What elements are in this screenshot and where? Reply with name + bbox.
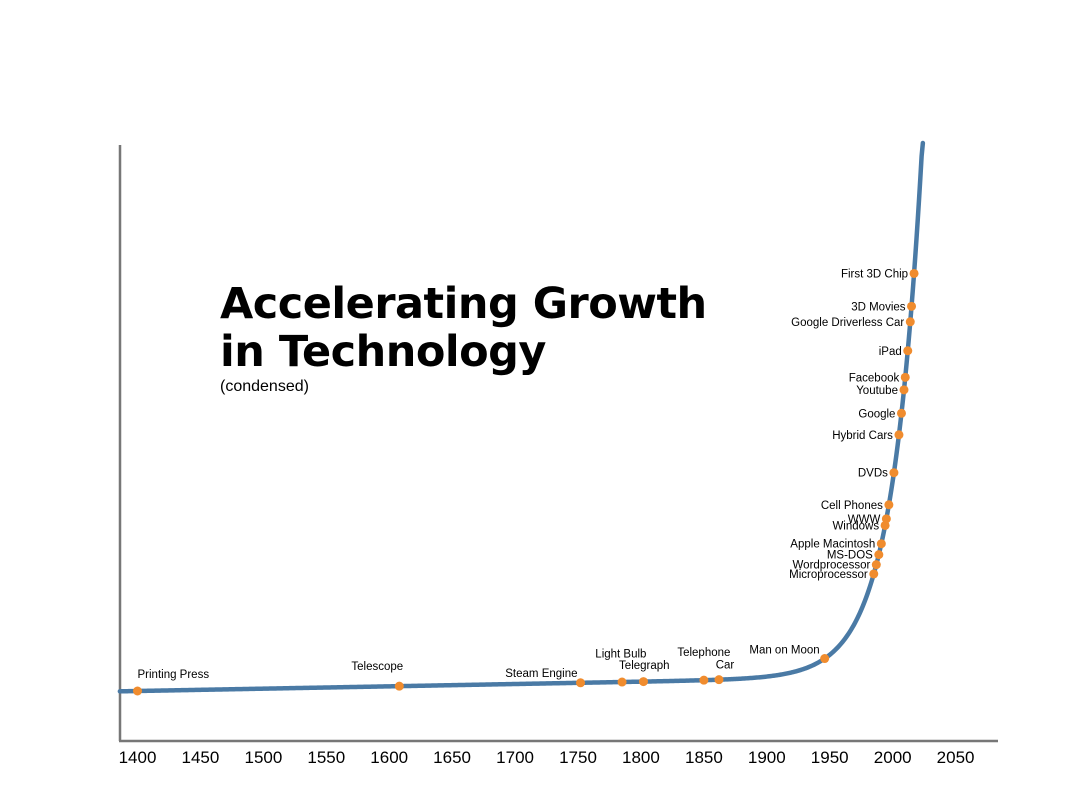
event-point-steam-engine: [576, 678, 586, 688]
event-label-www: WWW: [848, 514, 881, 526]
event-point-light-bulb: [638, 677, 648, 687]
event-point-youtube: [899, 385, 909, 395]
event-point-man-on-moon: [820, 654, 830, 664]
event-label-man-on-moon: Man on Moon: [749, 645, 819, 657]
event-label-steam-engine: Steam Engine: [505, 668, 577, 680]
event-label-cell-phones: Cell Phones: [821, 500, 883, 512]
growth-curve: [117, 140, 926, 694]
event-label-google: Google: [858, 408, 895, 420]
event-label-telescope: Telescope: [351, 661, 403, 673]
event-labels: Printing Press Telescope Steam Engine Teleg…: [138, 268, 909, 681]
x-tick-label-1650: 1650: [433, 748, 471, 767]
event-label-3d-movies: 3D Movies: [851, 301, 906, 313]
event-point-google-driverless-car: [905, 317, 915, 327]
event-point-car: [714, 675, 724, 685]
event-label-google-driverless-car: Google Driverless Car: [791, 317, 904, 329]
event-point-hybrid-cars: [894, 430, 904, 440]
x-tick-label-1850: 1850: [685, 748, 723, 767]
event-point-www: [881, 514, 891, 524]
chart-title-line-2: in Technology: [220, 327, 546, 377]
event-point-ipad: [903, 346, 913, 356]
event-point-telephone: [699, 675, 709, 685]
chart-subtitle: (condensed): [220, 378, 309, 395]
event-points: [133, 268, 919, 696]
event-label-dvds: DVDs: [858, 468, 888, 480]
x-tick-label-2000: 2000: [874, 748, 912, 767]
event-label-printing-press: Printing Press: [138, 669, 210, 681]
event-point-3d-movies: [907, 301, 917, 311]
event-label-microprocessor: Microprocessor: [789, 569, 868, 581]
chart-title-line-1: Accelerating Growth: [220, 279, 707, 329]
x-tick-label-1400: 1400: [119, 748, 157, 767]
event-label-windows: Windows: [832, 520, 879, 532]
event-point-first-3d-chip: [909, 268, 919, 278]
event-label-hybrid-cars: Hybrid Cars: [832, 430, 893, 442]
event-point-google: [896, 408, 906, 418]
event-label-telegraph: Telegraph: [619, 660, 670, 672]
event-point-wordprocessor: [871, 560, 881, 570]
event-point-dvds: [889, 468, 899, 478]
event-label-first-3d-chip: First 3D Chip: [841, 268, 908, 280]
x-tick-label-1800: 1800: [622, 748, 660, 767]
x-tick-label-1450: 1450: [181, 748, 219, 767]
x-tick-label-1500: 1500: [244, 748, 282, 767]
event-point-telegraph: [617, 677, 627, 687]
event-point-ms-dos: [874, 550, 884, 560]
title-block: Accelerating Growth in Technology (conde…: [220, 280, 707, 396]
event-label-apple-macintosh: Apple Macintosh: [790, 539, 875, 551]
x-tick-label-1950: 1950: [811, 748, 849, 767]
event-point-printing-press: [133, 686, 142, 696]
event-label-facebook: Facebook: [849, 372, 900, 384]
x-tick-label-1700: 1700: [496, 748, 534, 767]
event-label-ipad: iPad: [879, 346, 902, 358]
x-tick-label-1900: 1900: [748, 748, 786, 767]
event-point-microprocessor: [869, 569, 879, 579]
event-label-wordprocessor: Wordprocessor: [793, 560, 871, 572]
x-tick-label-2050: 2050: [937, 748, 975, 767]
event-point-facebook: [900, 372, 910, 382]
event-label-youtube: Youtube: [856, 385, 898, 397]
x-tick-label-1750: 1750: [559, 748, 597, 767]
event-label-light-bulb: Light Bulb: [595, 649, 646, 661]
event-point-cell-phones: [884, 500, 894, 510]
event-label-telephone: Telephone: [677, 647, 730, 659]
x-tick-labels: 1400 1450 1500 1550 1600 1650 1700 1750 1800 1850…: [119, 748, 975, 767]
event-label-car: Car: [716, 660, 735, 672]
event-label-ms-dos: MS-DOS: [827, 550, 873, 562]
x-tick-label-1550: 1550: [307, 748, 345, 767]
x-tick-label-1600: 1600: [370, 748, 408, 767]
event-point-telescope: [394, 681, 404, 691]
event-point-apple-macintosh: [876, 539, 886, 549]
